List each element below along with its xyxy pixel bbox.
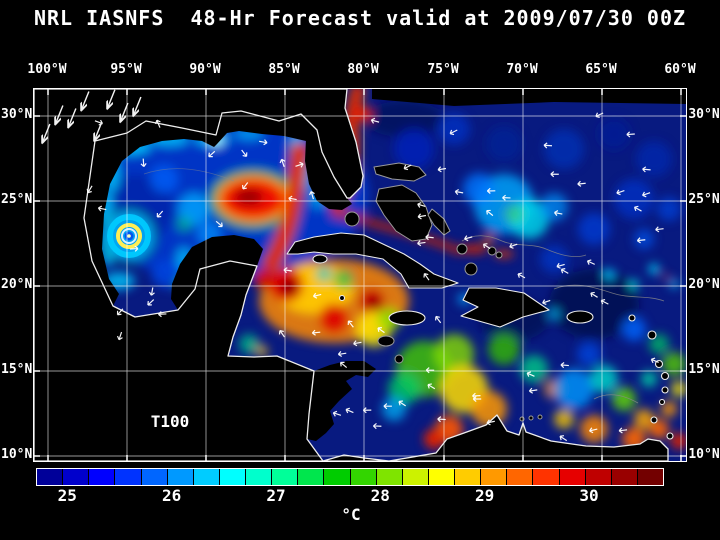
lon-label: 70°W	[506, 62, 538, 77]
colorbar-segment	[63, 469, 89, 485]
colorbar-segment	[533, 469, 559, 485]
colorbar-segment	[507, 469, 533, 485]
axis-ticks	[34, 89, 686, 461]
colorbar-segment	[559, 469, 585, 485]
colorbar-segment	[376, 469, 402, 485]
colorbar-segment	[219, 469, 245, 485]
colorbar-tick-label: 25	[57, 486, 77, 505]
lon-label: 80°W	[347, 62, 379, 77]
lat-label-left: 10°N	[1, 447, 33, 462]
colorbar-segment	[428, 469, 454, 485]
bank-mask	[344, 162, 543, 422]
lon-label: 90°W	[189, 62, 221, 77]
colorbar-segment	[89, 469, 115, 485]
lat-label-left: 20°N	[1, 277, 33, 292]
colorbar-unit: °C	[341, 505, 361, 524]
lat-label-right: 10°N	[688, 447, 720, 462]
bathymetry-contours	[143, 168, 665, 404]
no-data-region	[372, 89, 686, 106]
colorbar-segment	[246, 469, 272, 485]
colorbar-segment	[115, 469, 141, 485]
lon-label: 60°W	[664, 62, 696, 77]
colorbar-segment	[193, 469, 219, 485]
colorbar-segments	[37, 469, 663, 485]
lon-label: 100°W	[27, 62, 67, 77]
lon-label: 65°W	[585, 62, 617, 77]
colorbar-segment	[350, 469, 376, 485]
colorbar-segment	[585, 469, 611, 485]
colorbar-tick-label: 26	[161, 486, 182, 505]
lon-label: 75°W	[427, 62, 459, 77]
forecast-map: T100	[33, 88, 687, 462]
colorbar	[36, 468, 664, 486]
colorbar-tick-label: 29	[474, 486, 495, 505]
lat-label-left: 25°N	[1, 192, 33, 207]
colorbar-tick-label: 30	[579, 486, 599, 505]
colorbar-tick-label: 28	[370, 486, 390, 505]
colorbar-segment	[167, 469, 193, 485]
colorbar-segment	[611, 469, 637, 485]
lat-label-right: 15°N	[688, 362, 720, 377]
colorbar-segment	[37, 469, 63, 485]
lon-label: 85°W	[268, 62, 300, 77]
lon-label: 95°W	[110, 62, 142, 77]
lat-label-right: 25°N	[688, 192, 720, 207]
lat-label-left: 30°N	[1, 107, 33, 122]
lat-label-left: 15°N	[1, 362, 33, 377]
islands	[286, 232, 674, 440]
landmass	[34, 89, 669, 461]
colorbar-segment	[637, 469, 663, 485]
colorbar-tick-label: 27	[266, 486, 286, 505]
field-label: T100	[151, 412, 190, 431]
cold-eddy-rings	[107, 214, 151, 258]
lat-label-right: 20°N	[688, 277, 720, 292]
colorbar-segment	[402, 469, 428, 485]
colorbar-segment	[272, 469, 298, 485]
colorbar-segment	[324, 469, 350, 485]
colorbar-segment	[141, 469, 167, 485]
page-title: NRL IASNFS 48-Hr Forecast valid at 2009/…	[33, 6, 687, 30]
colorbar-segment	[298, 469, 324, 485]
shelf-mask	[84, 111, 376, 441]
colorbar-segment	[455, 469, 481, 485]
forecast-map-canvas: T100	[34, 89, 686, 461]
grid-lines	[34, 89, 686, 461]
lat-label-right: 30°N	[688, 107, 720, 122]
colorbar-segment	[481, 469, 507, 485]
